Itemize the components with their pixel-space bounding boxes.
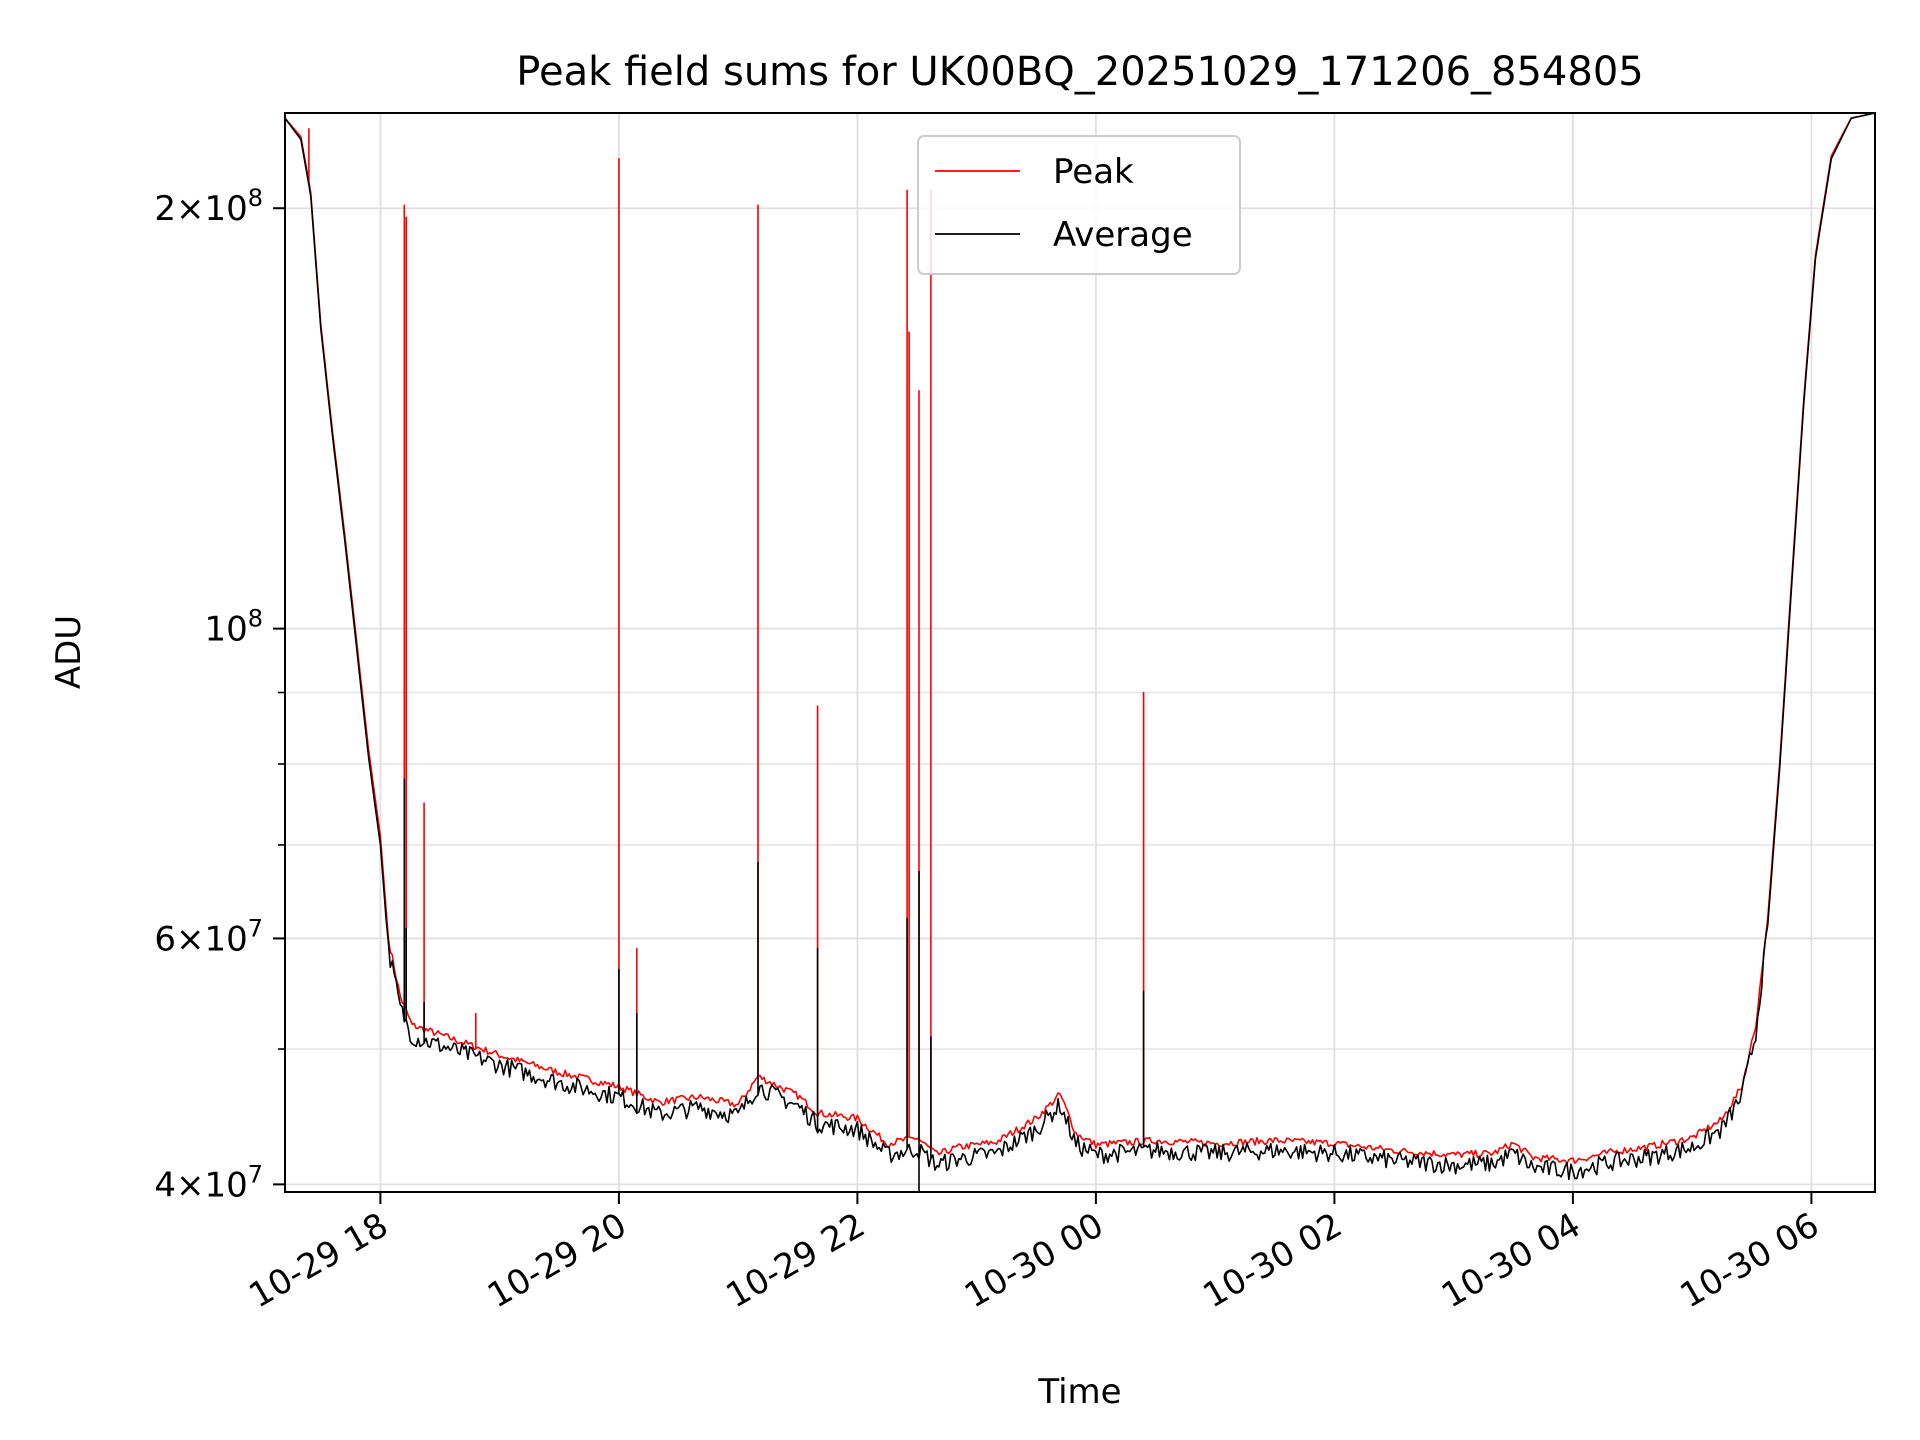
- y-axis-label: ADU: [49, 615, 89, 689]
- legend-label-average: Average: [1053, 215, 1193, 255]
- plot-frame: [284, 112, 1876, 1193]
- y-tick-label: 108: [204, 605, 263, 650]
- legend: Peak Average: [917, 135, 1241, 275]
- x-axis-label: Time: [1037, 1372, 1121, 1412]
- y-axis: 4×107 6×107 108 2×108: [154, 184, 285, 1205]
- series-line-average: [284, 112, 1876, 1193]
- y-tick-label: 4×107: [154, 1160, 263, 1205]
- y-tick-label: 6×107: [154, 914, 263, 959]
- legend-label-peak: Peak: [1053, 152, 1134, 192]
- y-tick-label: 2×108: [154, 184, 263, 229]
- series-layer: [284, 112, 1876, 1193]
- chart-title: Peak field sums for UK00BQ_20251029_1712…: [516, 49, 1643, 95]
- series-line-peak: [284, 112, 1876, 1165]
